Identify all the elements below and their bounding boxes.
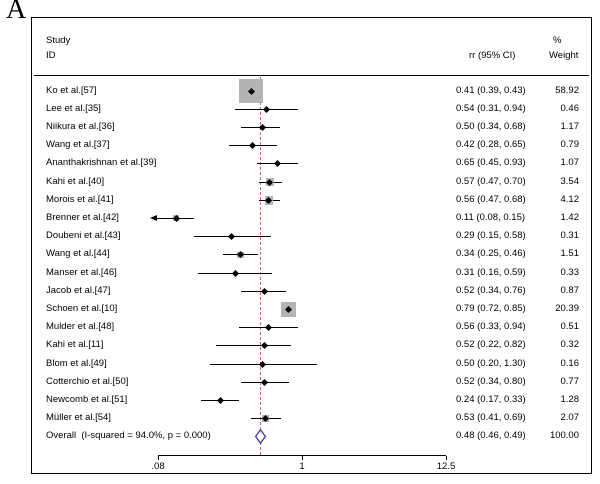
column-header-percent: % [553, 35, 562, 46]
weight-value: 0.87 [560, 284, 580, 296]
effect-ci-value: 0.31 (0.16, 0.59) [456, 266, 526, 278]
effect-ci-value: 0.50 (0.34, 0.68) [456, 120, 526, 132]
x-axis-tick-label: .08 [151, 461, 165, 472]
study-label: Blom et al.[49] [46, 357, 107, 369]
effect-ci-value: 0.42 (0.28, 0.65) [456, 139, 526, 151]
point-estimate-icon [261, 287, 269, 295]
column-header-id: ID [46, 50, 56, 61]
effect-ci-value: 0.54 (0.31, 0.94) [456, 102, 526, 114]
ci-line [215, 345, 291, 347]
weight-value: 0.32 [560, 339, 580, 351]
study-label: Ananthakrishnan et al.[39] [46, 157, 157, 169]
x-axis-tick [302, 456, 303, 460]
weight-value: 2.07 [560, 412, 580, 424]
point-estimate-icon [217, 396, 225, 404]
study-label: Müller et al.[54] [46, 412, 111, 424]
weight-value: 1.07 [560, 157, 580, 169]
effect-ci-value: 0.52 (0.34, 0.76) [456, 284, 526, 296]
effect-ci-value: 0.53 (0.41, 0.69) [456, 412, 526, 424]
weight-value: 100.00 [549, 430, 579, 442]
study-label: Doubeni et al.[43] [46, 230, 121, 242]
x-axis-line [158, 455, 446, 456]
weight-value: 1.17 [560, 120, 580, 132]
study-label: Morois et al.[41] [46, 193, 114, 205]
x-axis-tick [446, 456, 447, 460]
weight-value: 0.79 [560, 139, 580, 151]
study-label: Newcomb et al.[51] [46, 393, 128, 405]
study-label: Jacob et al.[47] [46, 284, 111, 296]
point-estimate-icon [273, 160, 281, 168]
point-estimate-icon [231, 269, 239, 277]
weight-value: 1.28 [560, 393, 580, 405]
x-axis-tick-label: 1 [299, 461, 305, 472]
panel-label: A [6, 0, 27, 25]
study-label: Schoen et al.[10] [46, 302, 118, 314]
study-label: Mulder et al.[48] [46, 321, 115, 333]
effect-ci-value: 0.34 (0.25, 0.46) [456, 248, 526, 260]
study-label: Brenner et al.[42] [46, 211, 119, 223]
weight-value: 3.54 [560, 175, 580, 187]
study-label: Wang et al.[37] [46, 139, 110, 151]
weight-value: 0.46 [560, 102, 580, 114]
overall-diamond-icon [254, 428, 266, 445]
effect-ci-value: 0.29 (0.15, 0.58) [456, 230, 526, 242]
point-estimate-icon [265, 324, 273, 332]
weight-value: 4.12 [560, 193, 580, 205]
point-estimate-icon [227, 233, 235, 241]
study-label: Kahi et al.[11] [46, 339, 104, 351]
point-estimate-icon [263, 105, 271, 113]
ci-arrow-left-icon [150, 215, 157, 222]
plot-layer: Ko et al.[57] 0.41 (0.39, 0.43) 58.92 Lee e… [32, 18, 591, 473]
study-label: Cotterchio et al.[50] [46, 375, 129, 387]
weight-value: 0.51 [560, 321, 580, 333]
column-header-weight: Weight [549, 50, 579, 61]
effect-ci-value: 0.11 (0.08, 0.15) [456, 211, 526, 223]
effect-ci-value: 0.24 (0.17, 0.33) [456, 393, 526, 405]
weight-value: 58.92 [555, 84, 579, 96]
effect-ci-value: 0.56 (0.47, 0.68) [456, 193, 526, 205]
column-header-effect: rr (95% CI) [469, 50, 516, 61]
weight-value: 1.51 [560, 248, 580, 260]
effect-ci-value: 0.79 (0.72, 0.85) [456, 302, 526, 314]
effect-ci-value: 0.65 (0.45, 0.93) [456, 157, 526, 169]
weight-value: 20.39 [555, 302, 579, 314]
effect-ci-value: 0.56 (0.33, 0.94) [456, 321, 526, 333]
effect-ci-value: 0.41 (0.39, 0.43) [456, 84, 526, 96]
weight-value: 0.77 [560, 375, 580, 387]
effect-ci-value: 0.48 (0.46, 0.49) [456, 430, 526, 442]
effect-ci-value: 0.52 (0.22, 0.82) [456, 339, 526, 351]
weight-value: 0.16 [560, 357, 580, 369]
x-axis-tick [158, 456, 159, 460]
overall-effect-dashed-line [260, 77, 262, 455]
overall-label: Overall (I-squared = 94.0%, p = 0.000) [46, 430, 211, 442]
weight-value: 0.33 [560, 266, 580, 278]
column-header-study: Study [46, 35, 71, 46]
study-label: Lee et al.[35] [46, 102, 101, 114]
x-axis-tick-label: 12.5 [436, 461, 456, 472]
effect-ci-value: 0.50 (0.20, 1.30) [456, 357, 526, 369]
study-label: Manser et al.[46] [46, 266, 117, 278]
study-label: Kahi et al.[40] [46, 175, 105, 187]
weight-value: 0.31 [560, 230, 580, 242]
study-label: Ko et al.[57] [46, 84, 97, 96]
effect-ci-value: 0.57 (0.47, 0.70) [456, 175, 526, 187]
point-estimate-icon [248, 142, 257, 150]
study-label: Niikura et al.[36] [46, 120, 115, 132]
point-estimate-icon [261, 378, 269, 386]
study-label: Wang et al.[44] [46, 248, 110, 260]
weight-value: 1.42 [560, 211, 580, 223]
plot-frame: Study ID rr (95% CI) % Weight Ko et al.[… [31, 17, 592, 474]
header-separator [34, 75, 589, 76]
effect-ci-value: 0.52 (0.34, 0.80) [456, 375, 526, 387]
point-estimate-icon [258, 360, 267, 368]
point-estimate-icon [261, 342, 269, 350]
